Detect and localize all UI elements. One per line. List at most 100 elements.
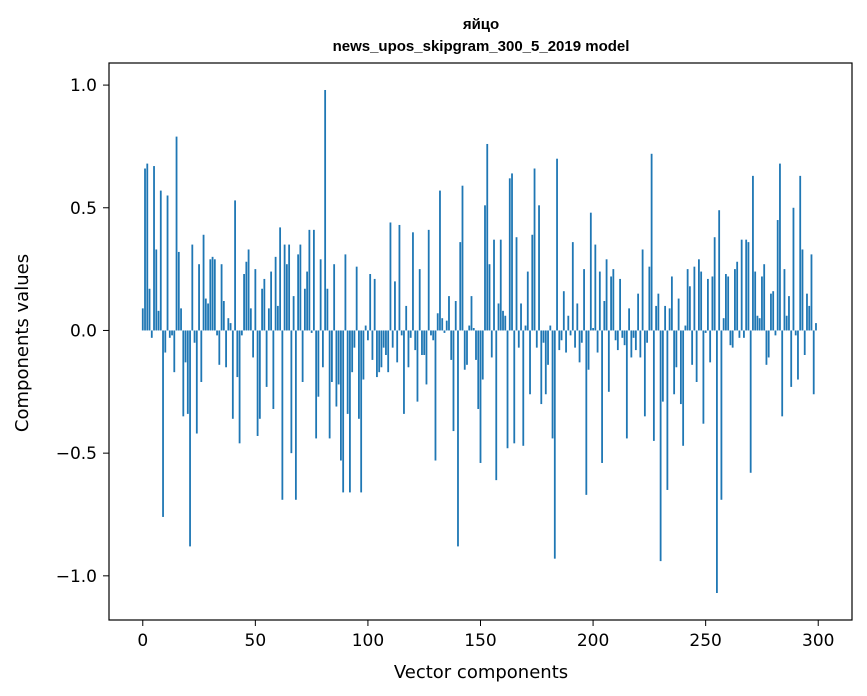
bar — [331, 330, 333, 382]
bar — [191, 244, 194, 331]
bar — [193, 330, 196, 343]
bar — [702, 330, 705, 424]
bar — [616, 330, 619, 351]
bar — [801, 249, 804, 331]
bar — [405, 305, 408, 331]
bar — [799, 175, 802, 331]
bar — [173, 330, 176, 373]
bar — [434, 330, 437, 461]
bar — [281, 330, 284, 500]
bar — [421, 330, 423, 355]
bar — [688, 286, 691, 331]
bar — [659, 330, 662, 562]
bar — [479, 330, 482, 463]
bar — [385, 330, 387, 355]
bar — [299, 244, 302, 331]
bar — [342, 330, 345, 493]
bar — [461, 185, 464, 331]
bar — [184, 330, 187, 363]
bar — [747, 242, 750, 331]
bar — [637, 293, 640, 331]
bar — [220, 264, 223, 331]
bar — [623, 330, 626, 346]
bar — [502, 310, 504, 331]
bar — [639, 330, 642, 358]
bar — [477, 330, 480, 409]
bar — [396, 330, 399, 363]
bar — [720, 330, 723, 500]
bar — [698, 259, 700, 331]
bar — [432, 330, 435, 341]
bar — [529, 330, 531, 395]
bar — [589, 212, 592, 331]
bar — [605, 259, 608, 331]
bar — [337, 330, 340, 385]
bar — [596, 330, 599, 353]
y-tick-label: −0.5 — [56, 444, 97, 464]
bar — [571, 242, 574, 331]
bar — [358, 330, 360, 419]
y-tick-label: 0.0 — [70, 321, 97, 341]
bar — [335, 330, 338, 407]
bar — [168, 330, 171, 338]
bar — [779, 163, 781, 331]
bar — [607, 330, 610, 392]
bar — [612, 269, 615, 331]
bar — [506, 330, 509, 449]
bar — [263, 278, 266, 331]
bar — [565, 330, 567, 353]
bar — [713, 237, 716, 331]
x-axis-label: Vector components — [394, 662, 568, 683]
bar — [416, 330, 419, 402]
bar — [567, 315, 570, 331]
bar — [576, 303, 579, 331]
bar — [292, 296, 295, 331]
bar — [783, 269, 786, 331]
bar — [407, 330, 410, 368]
bar — [394, 281, 396, 331]
bar — [670, 276, 673, 331]
bar — [524, 325, 527, 331]
bar — [319, 259, 322, 331]
bar — [797, 330, 799, 380]
bar — [556, 158, 558, 331]
ticks-group: 0 50 100 150 200 250 300 1.0 0.5 0.0 −0.5 −1.0 — [56, 76, 835, 651]
bar — [195, 330, 198, 434]
bar — [540, 330, 543, 405]
bar — [614, 330, 617, 341]
bar — [493, 239, 495, 331]
bar — [668, 308, 671, 331]
bar — [398, 224, 401, 331]
bar — [812, 330, 815, 395]
bar — [486, 143, 489, 331]
bar — [400, 330, 403, 336]
bar — [310, 330, 313, 333]
bar — [745, 239, 748, 331]
bar — [258, 330, 261, 419]
bar — [531, 234, 534, 331]
bar — [324, 89, 327, 331]
bar — [200, 330, 203, 382]
bar — [380, 330, 383, 368]
bar — [450, 330, 453, 360]
bar — [535, 330, 538, 348]
y-tick-label: −1.0 — [56, 567, 97, 587]
bar — [538, 205, 540, 331]
bar — [445, 320, 448, 331]
bar — [475, 330, 477, 360]
bar — [774, 330, 777, 336]
bar — [306, 271, 309, 331]
bar — [731, 330, 734, 348]
bar — [454, 301, 457, 331]
bar — [463, 330, 466, 370]
bar — [727, 276, 730, 331]
bar — [229, 323, 232, 331]
bar — [468, 325, 471, 331]
bar — [592, 328, 594, 331]
bar — [180, 308, 182, 331]
bar — [725, 274, 727, 331]
bar — [657, 293, 660, 331]
chart-subtitle: news_upos_skipgram_300_5_2019 model — [333, 38, 630, 55]
chart-title: яйцо — [463, 16, 499, 33]
